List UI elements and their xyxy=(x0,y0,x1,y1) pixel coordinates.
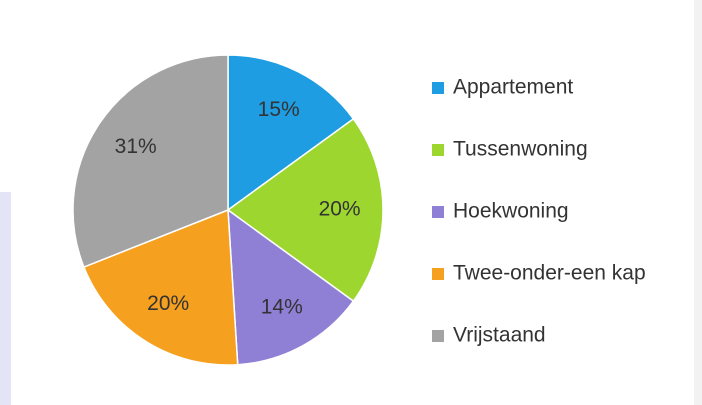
legend-label: Tussenwoning xyxy=(453,138,588,161)
data-label: 15% xyxy=(258,98,300,121)
legend-swatch xyxy=(432,206,444,218)
legend-swatch xyxy=(432,268,444,280)
legend-label: Vrijstaand xyxy=(453,324,546,347)
legend-swatch xyxy=(432,82,444,94)
side-strip xyxy=(0,192,11,405)
data-label: 14% xyxy=(261,295,303,318)
edge-strip xyxy=(694,0,702,405)
pie-slice xyxy=(72,54,229,269)
legend-label: Twee-onder-een kap xyxy=(453,262,646,285)
pie-slice xyxy=(227,54,355,212)
pie-slice xyxy=(82,208,239,366)
data-label: 31% xyxy=(115,135,157,158)
pie-slice xyxy=(227,208,355,366)
data-label: 20% xyxy=(147,292,189,315)
data-label: 20% xyxy=(319,198,361,221)
legend-label: Hoekwoning xyxy=(453,200,569,223)
legend-swatch xyxy=(432,330,444,342)
legend-swatch xyxy=(432,144,444,156)
pie-slice xyxy=(226,117,384,303)
legend-label: Appartement xyxy=(453,76,573,99)
